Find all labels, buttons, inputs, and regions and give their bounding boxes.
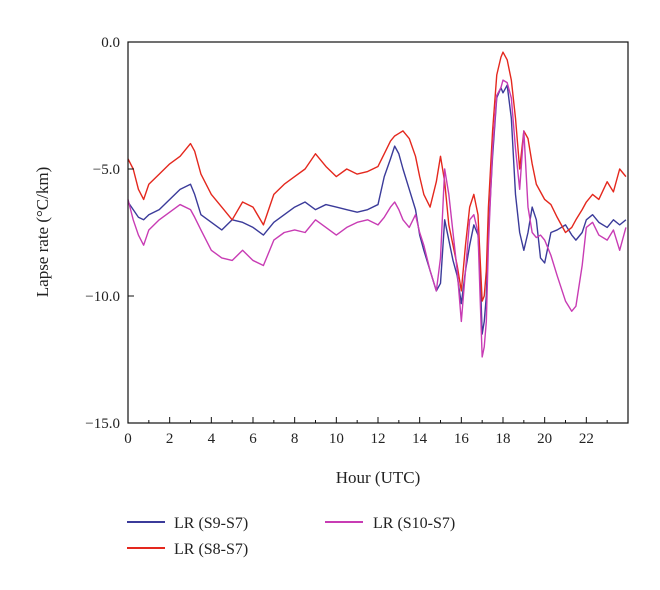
y-tick-label-3: −15.0 — [85, 416, 120, 432]
x-tick-label-3: 6 — [249, 431, 257, 447]
x-tick-label-9: 18 — [496, 431, 511, 447]
axis-ticks — [127, 41, 608, 424]
axis-tick-labels: 0 2 4 6 8 10 12 14 16 18 20 22 0.0 −5.0 −10.0 −15.0 — [85, 35, 594, 447]
series-lines — [127, 51, 627, 358]
legend-label-s9-s7: LR (S9-S7) — [174, 515, 248, 532]
x-tick-label-5: 10 — [329, 431, 344, 447]
series-line-1 — [127, 51, 627, 302]
y-axis-title: Lapse rate (°C/km) — [33, 167, 52, 297]
x-tick-label-8: 16 — [454, 431, 470, 447]
x-tick-label-7: 14 — [412, 431, 428, 447]
legend-label-s10-s7: LR (S10-S7) — [373, 515, 455, 532]
x-tick-label-6: 12 — [371, 431, 386, 447]
y-tick-label-1: −5.0 — [93, 162, 120, 178]
x-tick-label-2: 4 — [208, 431, 216, 447]
legend: LR (S9-S7) LR (S8-S7) LR (S10-S7) — [127, 515, 455, 558]
series-line-0 — [127, 84, 627, 335]
y-tick-label-2: −10.0 — [85, 289, 120, 305]
x-tick-label-1: 2 — [166, 431, 174, 447]
x-tick-label-0: 0 — [124, 431, 132, 447]
series-line-2 — [127, 79, 627, 358]
x-axis-title: Hour (UTC) — [336, 468, 421, 487]
x-tick-label-10: 20 — [537, 431, 552, 447]
legend-label-s8-s7: LR (S8-S7) — [174, 541, 248, 558]
y-tick-label-0: 0.0 — [101, 35, 120, 51]
x-tick-label-11: 22 — [579, 431, 594, 447]
x-tick-label-4: 8 — [291, 431, 299, 447]
